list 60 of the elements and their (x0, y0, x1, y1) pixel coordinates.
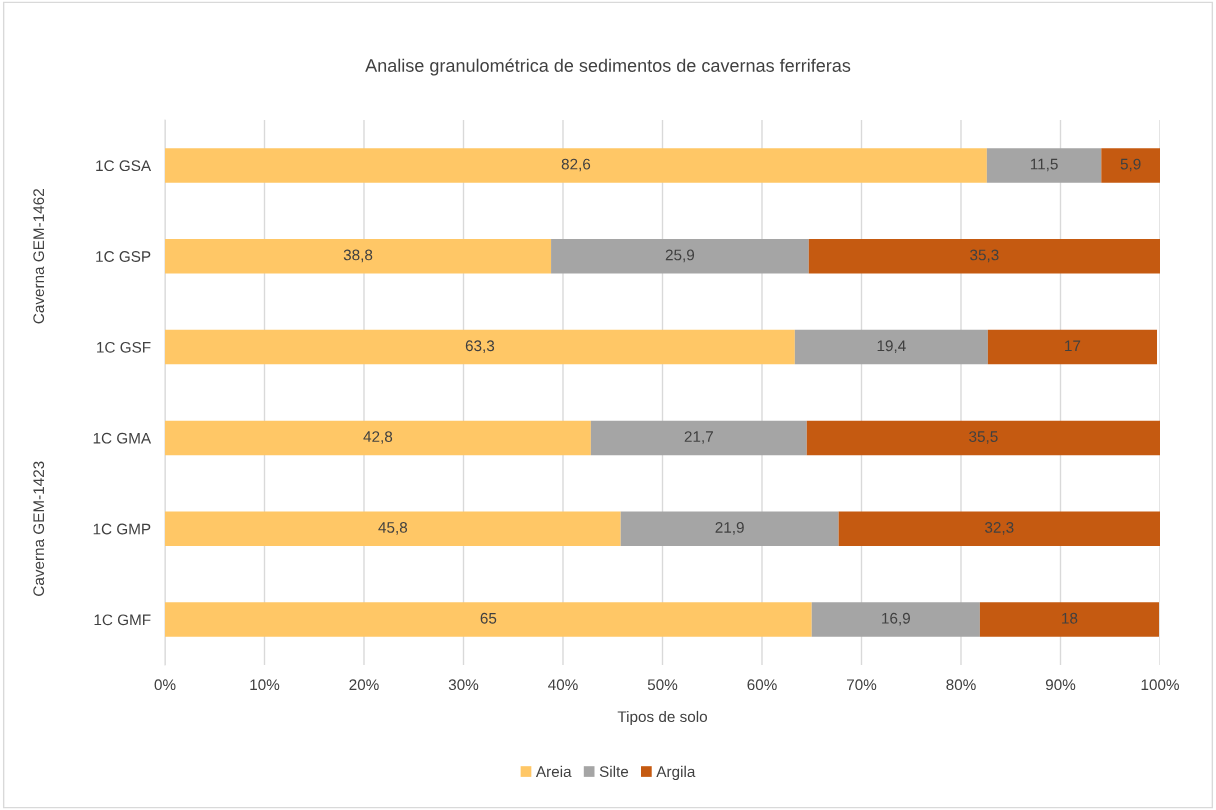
bar (165, 148, 987, 183)
x-tick-label: 60% (747, 679, 777, 691)
data-label: 21,9 (715, 522, 744, 535)
data-label: 16,9 (882, 612, 910, 626)
data-label: 35,3 (970, 249, 999, 263)
data-label: 25,9 (665, 249, 695, 263)
data-label: 38,8 (343, 249, 373, 263)
x-tick-label: 80% (946, 679, 976, 691)
data-label: 45,8 (378, 522, 408, 535)
bar (808, 238, 1160, 274)
y-tick-label: 1C GMA (93, 432, 152, 444)
bar (979, 602, 1159, 637)
data-label: 82,6 (561, 158, 591, 172)
data-label: 35,5 (969, 431, 998, 444)
bar (806, 420, 1160, 456)
chart-title: Analise granulométrica de sedimentos de cavernas ferriferas (365, 58, 851, 76)
y-tick-label: 1C GSF (97, 341, 151, 353)
x-tick-label: 0% (154, 679, 176, 691)
x-tick-label: 40% (548, 679, 578, 691)
y-tick-label: 1C GMP (93, 523, 151, 535)
data-label: 21,7 (684, 431, 713, 444)
bar (551, 238, 809, 274)
bar (590, 420, 807, 456)
bar (165, 329, 795, 365)
bar (165, 238, 552, 274)
x-tick-label: 50% (647, 679, 678, 691)
x-axis-title: Tipos de solo (617, 710, 708, 726)
x-tick-label: 100% (1141, 679, 1179, 691)
bar (986, 148, 1102, 183)
x-tick-label: 10% (250, 679, 280, 691)
legend-label: Areia (535, 765, 572, 778)
data-label: 65 (480, 612, 497, 624)
data-label: 5,9 (1120, 158, 1141, 172)
data-label: 32,3 (985, 522, 1014, 535)
data-label: 18 (1062, 612, 1078, 624)
bar (838, 511, 1160, 547)
x-tick-label: 30% (448, 679, 479, 691)
bar (165, 420, 591, 456)
y-tick-label: 1C GSA (96, 160, 152, 172)
data-label: 63,3 (465, 340, 495, 353)
bar (165, 511, 621, 547)
bar (165, 602, 812, 637)
data-label: 42,8 (363, 431, 393, 444)
y-tick-label: 1C GMF (94, 614, 151, 626)
data-label: 19,4 (877, 340, 906, 353)
x-tick-label: 90% (1045, 679, 1076, 691)
bar (987, 329, 1158, 365)
legend-label: Argila (656, 765, 696, 781)
text: Caverna GEM-1423 (33, 461, 45, 596)
bar (1101, 148, 1160, 183)
data-label: 11,5 (1030, 158, 1058, 172)
x-tick-label: 20% (349, 679, 379, 691)
data-label: 17 (1065, 340, 1081, 352)
bar (811, 602, 980, 637)
bar (620, 511, 839, 547)
legend-label: Silte (599, 765, 629, 778)
bar (794, 329, 988, 365)
y-tick-label: 1C GSP (96, 251, 151, 262)
text: Caverna GEM-1462 (33, 189, 45, 324)
x-tick-label: 70% (846, 679, 877, 691)
